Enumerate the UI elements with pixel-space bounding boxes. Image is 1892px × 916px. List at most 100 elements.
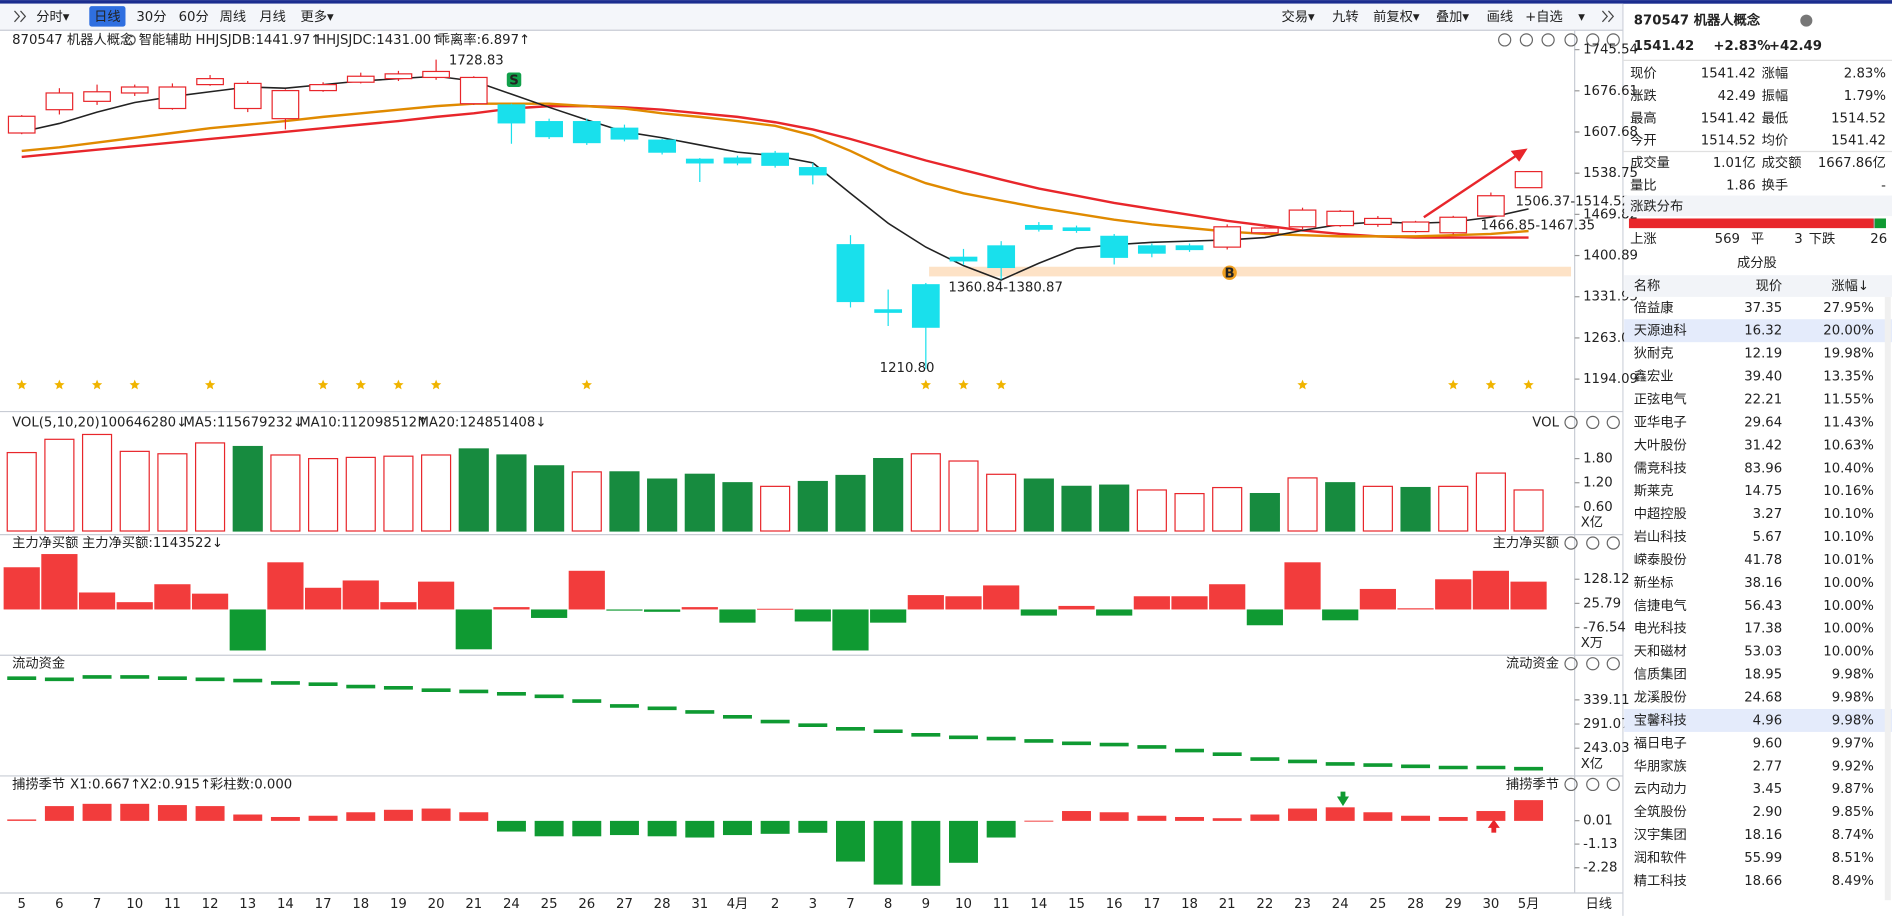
assist-icon[interactable]	[124, 34, 136, 46]
stock-name[interactable]: 福日电子	[1634, 735, 1687, 751]
panel-icon[interactable]	[1586, 536, 1600, 550]
panel-icon[interactable]	[1606, 536, 1620, 550]
stock-name[interactable]: 精工科技	[1634, 873, 1687, 889]
panel-icon[interactable]	[1606, 657, 1620, 671]
signal-star	[91, 379, 103, 390]
candle-body	[83, 91, 111, 102]
panel-icon[interactable]	[1519, 33, 1534, 47]
stock-name[interactable]: 倍益康	[1634, 299, 1674, 316]
panel-icon[interactable]	[1606, 33, 1620, 47]
toolbar-button[interactable]: 九转	[1332, 9, 1359, 25]
candle-body	[798, 167, 827, 176]
y-tick-label: 128.12	[1583, 572, 1629, 587]
stock-name[interactable]: 大叶股份	[1634, 437, 1687, 453]
quote-value: 1.79%	[1844, 89, 1886, 104]
quote-label: 成交量	[1630, 154, 1670, 171]
toolbar-button[interactable]: 分时▾	[36, 9, 70, 25]
column-header[interactable]: 名称	[1634, 278, 1661, 294]
stock-name[interactable]: 天和磁材	[1634, 644, 1687, 660]
collapse-icon[interactable]	[20, 10, 27, 23]
x-tick-label: 28	[654, 897, 671, 912]
stock-name[interactable]: 云内动力	[1634, 781, 1687, 797]
candle-body	[1401, 221, 1430, 233]
toolbar-button[interactable]: 叠加▾	[1436, 9, 1470, 25]
column-header[interactable]: 现价	[1756, 279, 1783, 294]
season-bar	[1212, 818, 1242, 821]
panel-icon[interactable]	[1564, 777, 1578, 792]
info-icon[interactable]	[1800, 14, 1813, 27]
panel-icon[interactable]	[1564, 536, 1578, 550]
stock-price: 2.90	[1753, 805, 1783, 820]
stock-name[interactable]: 华朋家族	[1634, 757, 1687, 774]
stock-price: 3.27	[1753, 507, 1783, 522]
toolbar-button[interactable]: 更多▾	[300, 8, 334, 25]
stock-name[interactable]: 亚华电子	[1634, 414, 1687, 430]
season-bar	[308, 815, 338, 821]
toolbar-button[interactable]: +自选	[1525, 9, 1563, 25]
expand-icon[interactable]	[1601, 10, 1609, 23]
dist-count: 3	[1794, 232, 1802, 247]
stock-name[interactable]: 汉宇集团	[1634, 827, 1687, 843]
stock-price: 14.75	[1744, 484, 1782, 499]
stock-title: 870547 机器人概念	[1634, 12, 1761, 29]
quote-value: 42.49	[1718, 89, 1756, 104]
toolbar-button[interactable]: 周线	[220, 9, 247, 25]
panel-icon[interactable]	[1606, 415, 1620, 430]
season-bar	[1401, 815, 1431, 821]
panel-icon[interactable]	[1564, 415, 1578, 430]
stock-name[interactable]: 儒竞科技	[1634, 459, 1687, 476]
panel-icon[interactable]	[1564, 33, 1578, 47]
stock-name[interactable]: 斯莱克	[1634, 483, 1674, 499]
candle-body	[610, 127, 639, 140]
netbuy-bar	[78, 592, 116, 610]
expand-icon[interactable]	[1607, 10, 1615, 23]
panel-icon[interactable]	[1541, 33, 1555, 47]
collapse-icon[interactable]	[14, 10, 21, 23]
panel-icon[interactable]	[1586, 777, 1600, 792]
panel-icon[interactable]	[1606, 777, 1620, 792]
panel-icon[interactable]	[1586, 415, 1600, 430]
season-bar	[195, 806, 225, 821]
toolbar-button[interactable]: 日线	[94, 9, 121, 25]
stock-name[interactable]: 信质集团	[1634, 667, 1687, 683]
stock-name[interactable]: 宝馨科技	[1634, 712, 1687, 728]
toolbar-button[interactable]: 30分	[136, 9, 166, 25]
stock-name[interactable]: 全筑股份	[1634, 803, 1687, 820]
x-tick-label: 18	[352, 897, 369, 912]
stock-name[interactable]: 润和软件	[1634, 850, 1687, 866]
stock-name[interactable]: 鑫宏业	[1634, 368, 1674, 385]
stock-name[interactable]: 新坐标	[1634, 575, 1674, 591]
toolbar-button[interactable]: 月线	[259, 9, 286, 25]
x-tick-label: 8	[884, 897, 892, 912]
y-tick-label: 25.79	[1583, 596, 1621, 611]
stock-name[interactable]: 信捷电气	[1634, 598, 1687, 614]
stock-name[interactable]: 龙溪股份	[1634, 690, 1687, 706]
toolbar-button[interactable]: 60分	[179, 9, 209, 25]
quote-value: 1514.52	[1701, 134, 1756, 149]
candle-body	[1100, 235, 1129, 258]
stock-name[interactable]: 狄耐克	[1634, 346, 1674, 362]
stock-name[interactable]: 中超控股	[1634, 506, 1687, 522]
quote-label: 成交额	[1762, 154, 1802, 171]
volume-bar	[232, 445, 263, 532]
x-tick-label: 4月	[727, 897, 749, 912]
netbuy-bar	[1096, 609, 1133, 616]
volume-bar	[6, 451, 37, 532]
stock-name[interactable]: 天源迪科	[1634, 323, 1687, 339]
stock-name[interactable]: 正弦电气	[1634, 391, 1687, 407]
panel-icon[interactable]	[1586, 33, 1600, 47]
toolbar-button[interactable]: 前复权▾	[1373, 8, 1420, 25]
netbuy-bar	[1510, 581, 1547, 610]
toolbar-button[interactable]: ▾	[1578, 10, 1585, 25]
stock-name[interactable]: 电光科技	[1634, 621, 1687, 637]
column-header[interactable]: 涨幅↓	[1831, 278, 1869, 294]
toolbar-button[interactable]: 画线	[1487, 9, 1514, 25]
volume-bar	[1212, 486, 1243, 532]
panel-icon[interactable]	[1498, 33, 1512, 47]
stock-price: 9.60	[1753, 736, 1783, 751]
panel-icon[interactable]	[1564, 657, 1578, 671]
panel-icon[interactable]	[1586, 657, 1600, 671]
stock-name[interactable]: 嵘泰股份	[1634, 552, 1687, 568]
stock-name[interactable]: 岩山科技	[1634, 529, 1687, 545]
toolbar-button[interactable]: 交易▾	[1281, 8, 1315, 25]
